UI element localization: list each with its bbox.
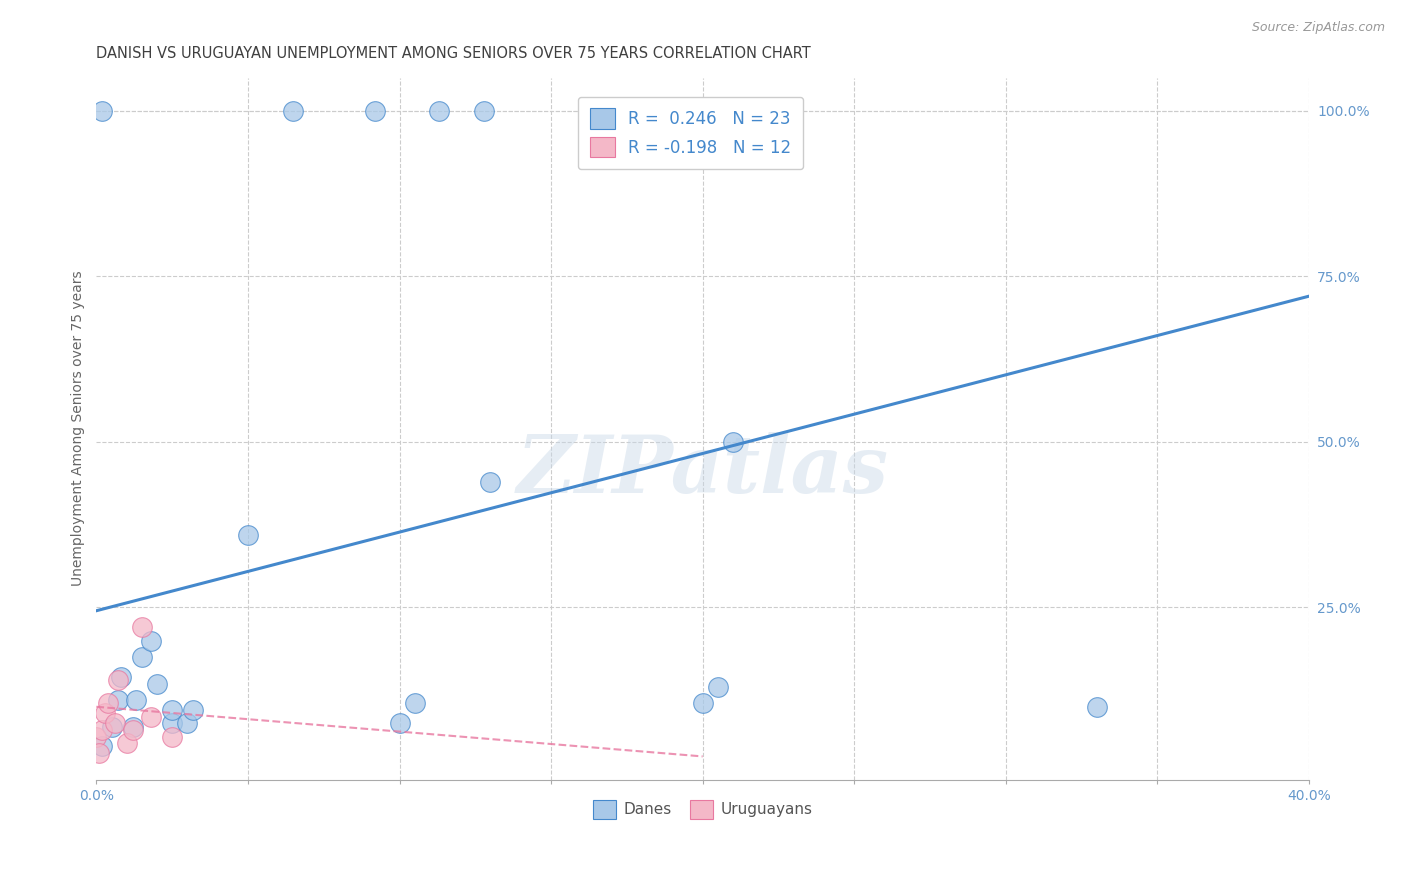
Text: Source: ZipAtlas.com: Source: ZipAtlas.com xyxy=(1251,21,1385,34)
Point xyxy=(176,716,198,731)
Point xyxy=(91,103,114,118)
Point xyxy=(139,633,162,648)
Point xyxy=(388,716,411,731)
Point xyxy=(283,103,305,118)
Point xyxy=(89,746,111,760)
Point xyxy=(107,673,129,688)
Point xyxy=(94,706,117,721)
Text: DANISH VS URUGUAYAN UNEMPLOYMENT AMONG SENIORS OVER 75 YEARS CORRELATION CHART: DANISH VS URUGUAYAN UNEMPLOYMENT AMONG S… xyxy=(97,46,811,62)
Point xyxy=(103,716,125,731)
Point xyxy=(110,670,132,684)
Point xyxy=(91,739,114,754)
Point xyxy=(404,697,426,711)
Point xyxy=(131,650,153,665)
Point xyxy=(91,723,114,737)
Point xyxy=(97,697,120,711)
Point xyxy=(115,736,138,750)
Y-axis label: Unemployment Among Seniors over 75 years: Unemployment Among Seniors over 75 years xyxy=(72,271,86,586)
Point xyxy=(107,693,129,707)
Point xyxy=(479,475,502,489)
Point xyxy=(160,716,183,731)
Point xyxy=(121,723,143,737)
Point xyxy=(579,103,602,118)
Point xyxy=(183,703,205,717)
Point xyxy=(160,703,183,717)
Point xyxy=(707,680,730,694)
Point xyxy=(139,709,162,723)
Point xyxy=(645,103,668,118)
Point xyxy=(1085,699,1108,714)
Point xyxy=(125,693,148,707)
Point xyxy=(86,730,108,744)
Text: ZIPatlas: ZIPatlas xyxy=(516,432,889,509)
Point xyxy=(236,527,259,541)
Legend: Danes, Uruguayans: Danes, Uruguayans xyxy=(586,794,818,824)
Point xyxy=(131,620,153,634)
Point xyxy=(474,103,496,118)
Point xyxy=(146,676,169,690)
Point xyxy=(692,697,714,711)
Point xyxy=(121,720,143,734)
Point xyxy=(721,434,744,449)
Point xyxy=(427,103,450,118)
Point xyxy=(364,103,387,118)
Point xyxy=(160,730,183,744)
Point xyxy=(100,720,122,734)
